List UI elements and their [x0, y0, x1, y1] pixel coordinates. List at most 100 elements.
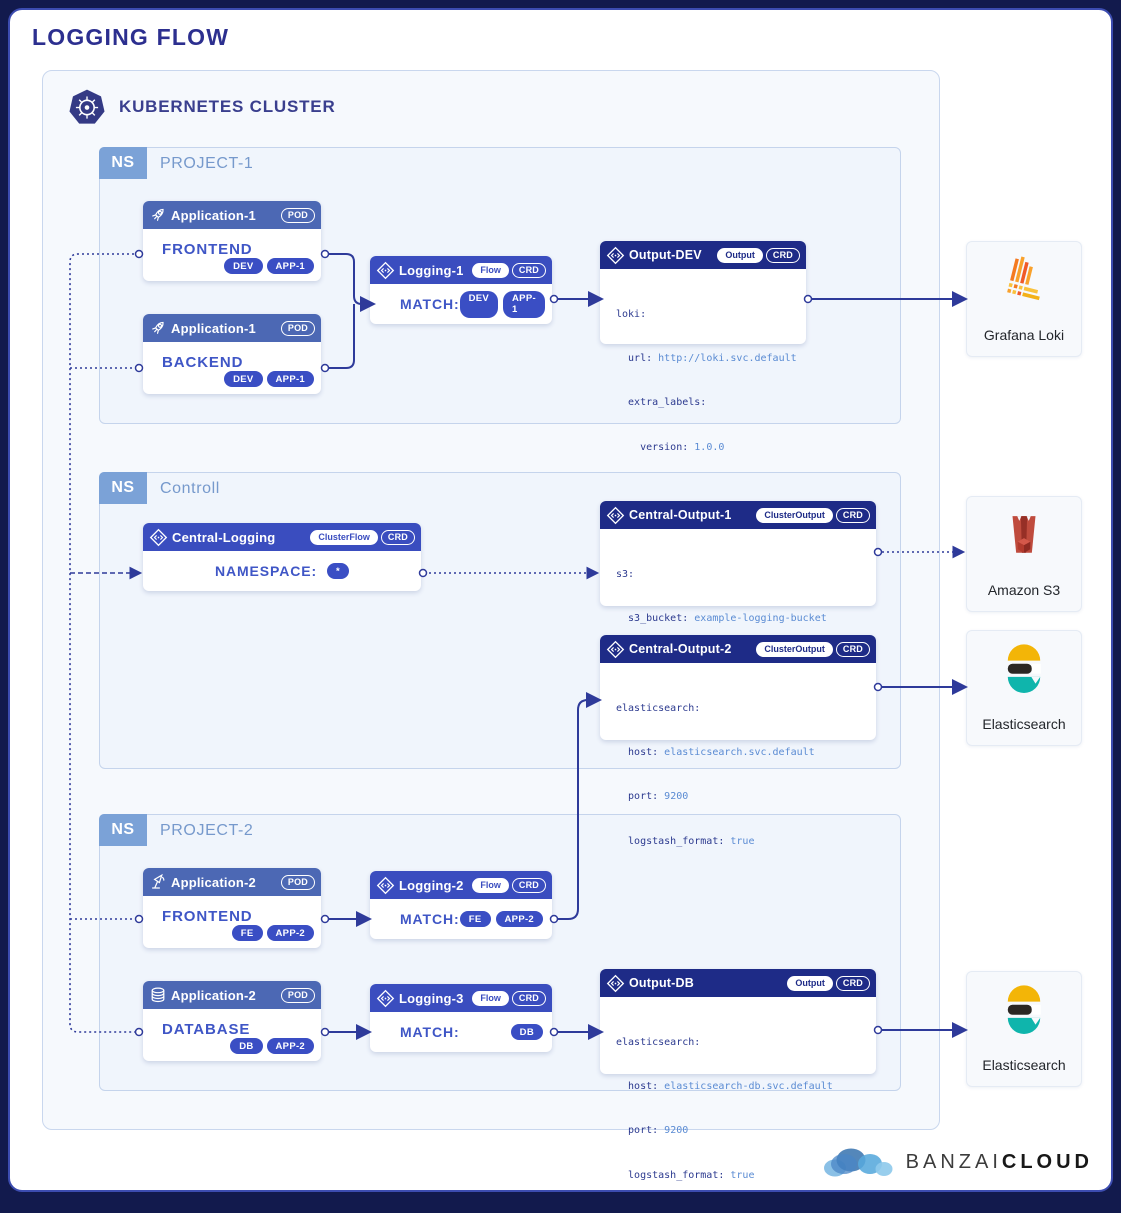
node-title: Central-Output-2: [629, 642, 732, 656]
node-title: Output-DB: [629, 976, 694, 990]
elasticsearch-icon: [1001, 984, 1047, 1041]
yaml-line: s3:: [616, 568, 871, 583]
namespace-label: Controll: [160, 480, 220, 497]
cloud-logo-icon: [822, 1142, 894, 1182]
tag-pill: APP-2: [495, 911, 543, 927]
node-label: FRONTEND: [162, 241, 253, 258]
tag-pill: DEV: [224, 371, 263, 387]
yaml-value: elasticsearch.svc.default: [664, 746, 815, 758]
wildcard-pill: *: [327, 563, 350, 579]
rocket-icon: [149, 319, 167, 337]
cluster-label: KUBERNETES CLUSTER: [119, 97, 336, 116]
yaml-line: elasticsearch:: [616, 702, 871, 717]
cluster-header: KUBERNETES CLUSTER: [68, 88, 336, 126]
yaml-block: elasticsearch: host: elasticsearch.svc.d…: [600, 663, 876, 879]
crd-badge: CRD: [511, 877, 546, 893]
node-application-1-frontend: Application-1 POD FRONTEND DEV APP-1: [143, 201, 321, 281]
target-elasticsearch-1: Elasticsearch: [966, 630, 1082, 746]
yaml-line: url: http://loki.svc.default: [616, 352, 801, 367]
node-application-1-backend: Application-1 POD BACKEND DEV APP-1: [143, 314, 321, 394]
rocket-icon: [149, 206, 167, 224]
yaml-value: elasticsearch-db.svc.default: [664, 1080, 833, 1092]
node-application-2-frontend: Application-2 POD FRONTEND FE APP-2: [143, 868, 321, 948]
node-title: Logging-2: [399, 877, 464, 893]
yaml-line: logstash_format: true: [616, 1169, 871, 1184]
target-amazon-s3: Amazon S3: [966, 496, 1082, 612]
match-label: MATCH:: [400, 1024, 460, 1040]
crd-badge: CRD: [511, 990, 546, 1006]
tag-pill: DEV: [459, 290, 499, 318]
page-title: LOGGING FLOW: [32, 24, 230, 50]
namespace-badge: NS: [99, 472, 147, 504]
yaml-value: 1.0.0: [694, 441, 725, 453]
yaml-key: version:: [616, 441, 695, 453]
target-label: Elasticsearch: [982, 716, 1066, 732]
output-badge: Output: [787, 975, 833, 991]
node-logging-1: Logging-1 Flow CRD MATCH: DEV APP-1: [370, 256, 552, 324]
yaml-line: extra_labels:: [616, 396, 801, 411]
yaml-key: host:: [616, 1080, 665, 1092]
clusterflow-badge: ClusterFlow: [310, 529, 378, 545]
brand-banzai: BANZAI: [905, 1150, 1002, 1173]
target-label: Elasticsearch: [982, 1057, 1066, 1073]
yaml-key: extra_labels:: [616, 397, 707, 409]
node-label: FRONTEND: [162, 908, 253, 925]
crd-badge: CRD: [765, 247, 800, 263]
code-diamond-icon: [376, 261, 395, 280]
tag-pill: FE: [459, 911, 491, 927]
yaml-key: port:: [616, 1125, 665, 1137]
yaml-line: elasticsearch:: [616, 1036, 871, 1051]
node-label: BACKEND: [162, 354, 244, 371]
code-diamond-icon: [376, 876, 395, 895]
yaml-line: host: elasticsearch.svc.default: [616, 746, 871, 761]
namespace-match-label: NAMESPACE:: [214, 563, 318, 579]
node-output-db: Output-DB Output CRD elasticsearch: host…: [600, 969, 876, 1181]
yaml-value: 9200: [664, 791, 689, 803]
yaml-key: port:: [616, 791, 665, 803]
yaml-key: url:: [616, 352, 659, 364]
node-title: Application-2: [171, 874, 256, 890]
yaml-line: port: 9200: [616, 1124, 871, 1139]
namespace-label: PROJECT-2: [160, 822, 254, 839]
yaml-value: true: [730, 1169, 755, 1181]
target-elasticsearch-2: Elasticsearch: [966, 971, 1082, 1087]
tag-pill: FE: [231, 925, 263, 941]
elasticsearch-icon: [1001, 643, 1047, 700]
node-logging-3: Logging-3 Flow CRD MATCH: DB: [370, 984, 552, 1052]
grafana-loki-icon: [998, 254, 1050, 315]
yaml-key: elasticsearch:: [616, 1036, 701, 1048]
yaml-value: example-logging-bucket: [694, 612, 827, 624]
database-icon: [149, 986, 167, 1004]
code-diamond-icon: [376, 989, 395, 1008]
node-central-logging: Central-Logging ClusterFlow CRD NAMESPAC…: [143, 523, 421, 591]
target-grafana-loki: Grafana Loki: [966, 241, 1082, 357]
yaml-key: loki:: [616, 308, 647, 320]
yaml-line: version: 1.0.0: [616, 441, 801, 456]
node-title: Output-DEV: [629, 248, 702, 262]
code-diamond-icon: [606, 640, 625, 659]
tag-pill: DB: [510, 1024, 543, 1040]
code-diamond-icon: [606, 506, 625, 525]
flow-badge: Flow: [472, 877, 509, 893]
yaml-key: logstash_format:: [616, 1169, 731, 1181]
node-title: Application-2: [171, 987, 256, 1003]
node-title: Central-Logging: [172, 529, 276, 545]
node-title: Central-Output-1: [629, 508, 732, 522]
node-title: Logging-3: [399, 990, 464, 1006]
tag-pill: APP-1: [266, 258, 314, 274]
crd-badge: CRD: [511, 262, 546, 278]
tag-pill: APP-2: [266, 925, 314, 941]
crd-badge: CRD: [380, 529, 415, 545]
kubernetes-icon: [68, 88, 106, 126]
node-output-dev: Output-DEV Output CRD loki: url: http://…: [600, 241, 806, 453]
node-title: Logging-1: [399, 262, 464, 278]
pod-badge: POD: [280, 320, 315, 336]
yaml-key: logstash_format:: [616, 835, 731, 847]
tag-pill: APP-1: [266, 371, 314, 387]
yaml-line: host: elasticsearch-db.svc.default: [616, 1080, 871, 1095]
yaml-line: s3_bucket: example-logging-bucket: [616, 612, 871, 627]
tag-pill: DB: [230, 1038, 263, 1054]
yaml-block: elasticsearch: host: elasticsearch-db.sv…: [600, 997, 876, 1213]
tag-pill: DEV: [224, 258, 263, 274]
node-title: Application-1: [171, 207, 256, 223]
